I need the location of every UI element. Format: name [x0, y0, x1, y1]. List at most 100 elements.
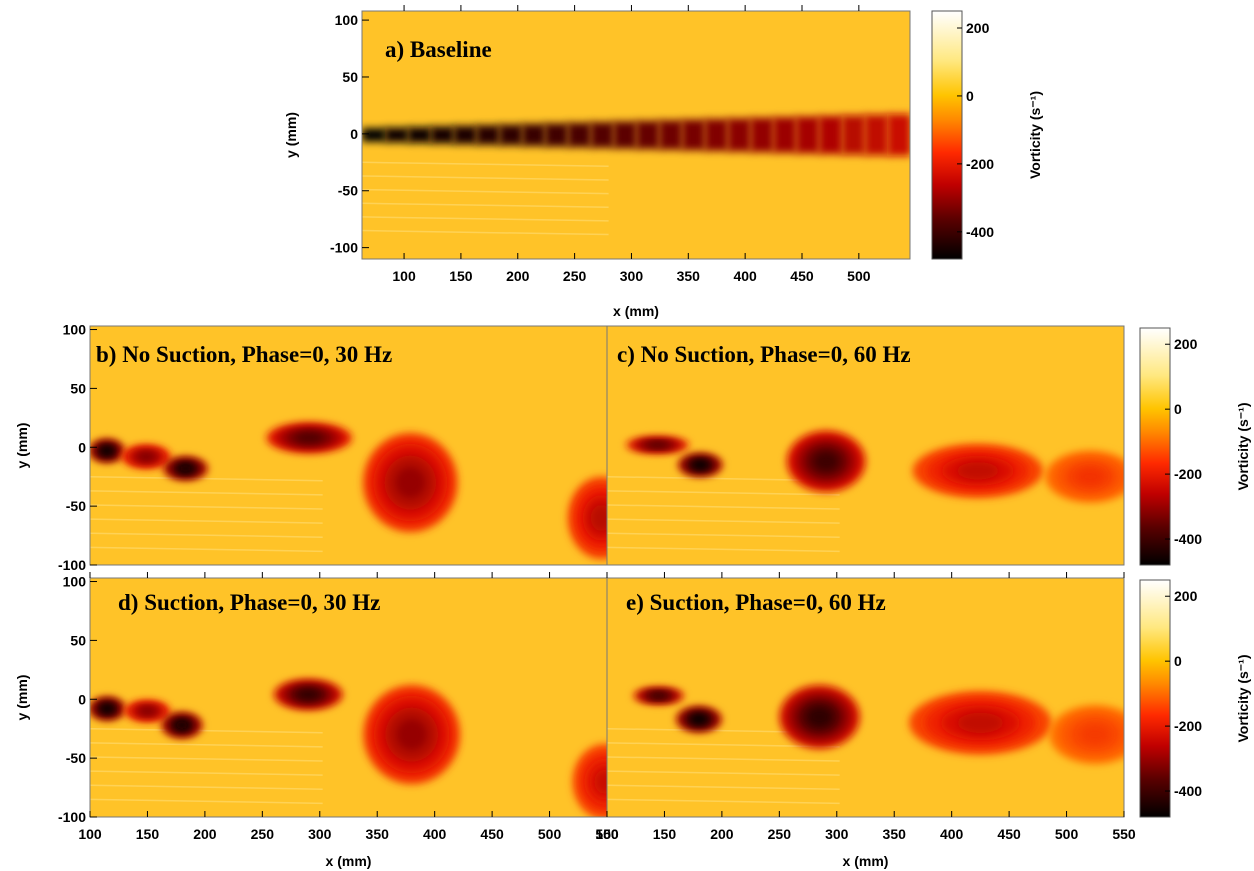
- x-axis-label: x (mm): [326, 853, 372, 869]
- shear-layer-segment: [636, 120, 660, 150]
- x-tick-label: 500: [538, 826, 562, 842]
- colorbar-gradient: [931, 10, 963, 260]
- streak-line: [90, 546, 323, 553]
- colorbar-tick-label: -400: [1174, 531, 1202, 547]
- y-axis-label: y (mm): [283, 112, 299, 158]
- colorbar: 200 0 -200 -400 Vorticity (s⁻¹): [1139, 579, 1251, 818]
- y-tick-label: 100: [335, 12, 359, 28]
- shear-layer-segment: [681, 119, 706, 151]
- x-tick-label: 150: [136, 826, 160, 842]
- shear-layer-segment: [544, 123, 569, 147]
- x-tick-label: 350: [366, 826, 390, 842]
- y-tick-label: -50: [338, 183, 358, 199]
- vortex-core: [957, 462, 999, 480]
- vortex-core: [138, 452, 155, 461]
- colorbar-tick-label: -400: [966, 224, 994, 240]
- streak-line: [607, 742, 840, 748]
- y-tick-label: -50: [66, 750, 86, 766]
- shear-layer-segment: [704, 118, 729, 152]
- x-tick-label: 300: [825, 826, 849, 842]
- y-tick-label: 50: [342, 69, 358, 85]
- colorbar-tick-label: -200: [966, 156, 994, 172]
- streak-line: [607, 798, 840, 805]
- plot-frame: [361, 10, 911, 260]
- x-tick-label: 400: [423, 826, 447, 842]
- y-tick-label: -100: [58, 809, 86, 825]
- vortex-core: [594, 769, 607, 794]
- shear-layer-segment: [384, 127, 409, 143]
- shear-layer-segment: [499, 124, 523, 146]
- y-tick-label: 100: [63, 322, 87, 338]
- x-tick-label: 200: [710, 826, 734, 842]
- streak-line: [607, 546, 840, 553]
- vortex-core: [101, 704, 114, 713]
- streak-line: [607, 504, 840, 510]
- plot-frame: [606, 577, 1125, 818]
- shear-layer-segment: [430, 126, 455, 144]
- colorbar-tick-label: 0: [1174, 653, 1182, 669]
- colorbar-tick-label: 0: [966, 88, 974, 104]
- streak-line: [362, 161, 609, 168]
- shear-layer-segment: [773, 117, 797, 153]
- colorbar-tick-label: -200: [1174, 466, 1202, 482]
- x-tick-label: 400: [733, 268, 757, 284]
- y-tick-label: -50: [66, 498, 86, 514]
- shear-layer-segment: [818, 115, 843, 155]
- y-axis-label: y (mm): [14, 675, 30, 721]
- field-background: [90, 578, 607, 817]
- colorbar-gradient: [1139, 579, 1171, 818]
- field-background: [607, 578, 1124, 817]
- shear-layer-segment: [887, 114, 910, 156]
- streak-line: [90, 727, 323, 734]
- y-tick-label: 100: [63, 574, 87, 590]
- vorticity-field: [90, 422, 607, 560]
- streak-line: [362, 216, 609, 222]
- x-tick-label: 450: [480, 826, 504, 842]
- vortex-core: [1075, 468, 1105, 485]
- panel-4: 100 150 200 250 300 350 400 450 500 550 x (mm) e) S…: [595, 572, 1136, 869]
- vortex-core: [140, 707, 155, 715]
- x-tick-label: 550: [1112, 826, 1136, 842]
- plot-frame: [606, 325, 1125, 566]
- vortex-core: [297, 689, 320, 700]
- streak-line: [90, 504, 323, 510]
- streak-line: [607, 770, 840, 776]
- panel-title: d) Suction, Phase=0, 30 Hz: [118, 590, 380, 615]
- x-axis-label: x (mm): [843, 853, 889, 869]
- streak-line: [90, 490, 323, 496]
- streak-line: [90, 518, 323, 524]
- panel-title: b) No Suction, Phase=0, 30 Hz: [96, 342, 392, 367]
- field-background: [90, 326, 607, 565]
- vortex-core: [691, 715, 707, 724]
- x-tick-label: 450: [790, 268, 814, 284]
- streak-line: [90, 742, 323, 748]
- x-tick-label: 500: [1055, 826, 1079, 842]
- streak-line: [362, 229, 609, 236]
- streak-line: [90, 475, 323, 482]
- x-tick-label: 250: [768, 826, 792, 842]
- colorbar-label: Vorticity (s⁻¹): [1027, 91, 1043, 179]
- vorticity-field: [607, 685, 1124, 805]
- panel-1: 100 50 0 -50 -100 y (mm) b) No Suction, Phase=…: [14, 322, 608, 573]
- shear-layer-segment: [864, 114, 889, 156]
- x-tick-label: 250: [251, 826, 275, 842]
- shear-layer-segment: [590, 122, 615, 148]
- streak-line: [607, 518, 840, 524]
- colorbar-tick-label: -200: [1174, 718, 1202, 734]
- vortex-core: [647, 442, 668, 448]
- streak-line: [90, 756, 323, 762]
- vortex-core: [590, 504, 607, 532]
- panel-title: a) Baseline: [385, 37, 492, 62]
- shear-layer-segment: [407, 126, 432, 144]
- streak-line: [607, 756, 840, 762]
- vorticity-field: [362, 114, 910, 236]
- streak-line: [607, 784, 840, 790]
- x-axis-label: x (mm): [613, 303, 659, 319]
- vortex-core: [650, 693, 667, 699]
- streak-line: [362, 188, 609, 195]
- x-tick-label: 350: [677, 268, 701, 284]
- x-tick-label: 200: [193, 826, 217, 842]
- streak-line: [607, 490, 840, 496]
